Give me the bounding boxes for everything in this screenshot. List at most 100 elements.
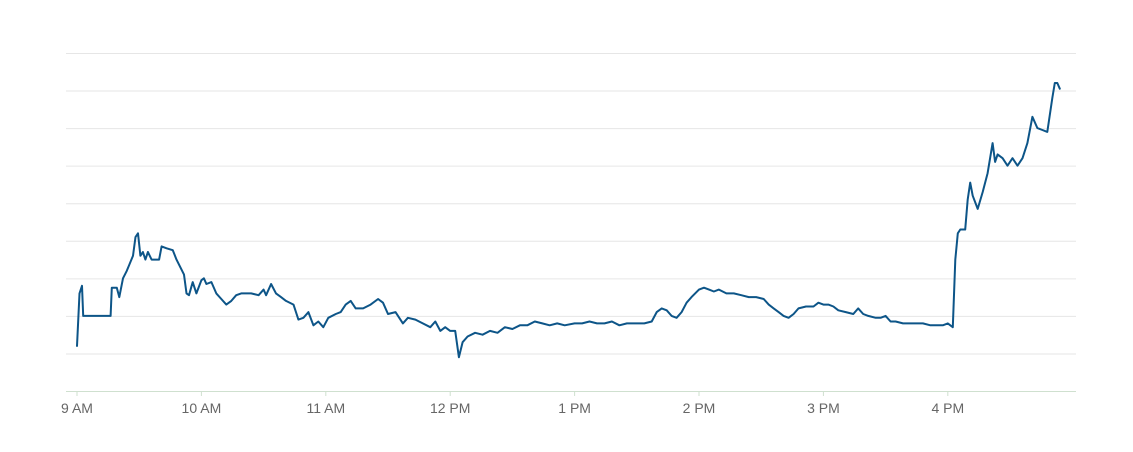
data-point [778,311,780,313]
data-point [220,298,222,300]
data-point [813,306,815,308]
data-point [297,319,299,321]
data-point [952,326,954,328]
data-point [200,279,202,281]
data-point [611,321,613,323]
data-point [1036,127,1038,129]
x-tick-label: 2 PM [683,400,716,416]
data-point [681,311,683,313]
data-point [322,326,324,328]
data-point [997,153,999,155]
data-point [713,291,715,293]
data-point [643,322,645,324]
data-point [110,315,112,317]
data-point [880,317,882,319]
data-point [937,324,939,326]
data-point [504,326,506,328]
data-point [1022,157,1024,159]
data-point [857,307,859,309]
data-point [798,307,800,309]
data-point [482,334,484,336]
data-point [205,283,207,285]
data-point [832,306,834,308]
data-point [768,304,770,306]
data-point [957,232,959,234]
data-point [454,330,456,332]
data-point [407,317,409,319]
data-point [902,322,904,324]
data-point [1012,157,1014,159]
data-point [225,304,227,306]
data-point [312,324,314,326]
data-point [122,277,124,279]
data-point [954,259,956,261]
data-point [439,330,441,332]
gridlines [66,53,1076,355]
data-point [1056,82,1058,84]
data-point [362,307,364,309]
data-point [345,304,347,306]
data-point [691,296,693,298]
data-point [317,321,319,323]
data-point [740,294,742,296]
data-point [275,292,277,294]
data-point [636,322,638,324]
data-point [335,313,337,315]
data-point [307,311,309,313]
data-point [210,281,212,283]
data-point [526,324,528,326]
data-point [604,322,606,324]
data-point [885,315,887,317]
data-point [982,191,984,193]
data-point [265,294,267,296]
data-point [458,356,460,358]
data-point [589,321,591,323]
data-point [293,304,295,306]
x-tick-label: 12 PM [430,400,470,416]
data-point [987,172,989,174]
data-point [1054,82,1056,84]
data-point [172,249,174,251]
data-point [875,317,877,319]
data-point [845,311,847,313]
data-point [377,298,379,300]
data-point [910,322,912,324]
data-point [666,309,668,311]
data-point [1031,116,1033,118]
data-point [511,328,513,330]
data-point [82,315,84,317]
data-point [1051,97,1053,99]
data-point [862,313,864,315]
data-point [101,315,103,317]
data-point [972,195,974,197]
data-point [817,302,819,304]
data-point [489,330,491,332]
data-point [725,292,727,294]
data-point [581,322,583,324]
data-point [280,296,282,298]
data-point [596,322,598,324]
data-point [422,322,424,324]
data-point [240,292,242,294]
data-point [942,324,944,326]
data-point [651,321,653,323]
data-point [111,287,113,289]
data-point [676,317,678,319]
data-point [556,322,558,324]
data-point [434,321,436,323]
data-point [1007,165,1009,167]
data-point [215,292,217,294]
data-point [76,345,78,347]
data-point [183,274,185,276]
data-point [151,259,153,261]
data-point [263,289,265,291]
data-point [166,247,168,249]
data-point [230,300,232,302]
data-point [203,277,205,279]
data-point [618,324,620,326]
data-point [867,315,869,317]
data-point [142,251,144,253]
data-point [135,236,137,238]
